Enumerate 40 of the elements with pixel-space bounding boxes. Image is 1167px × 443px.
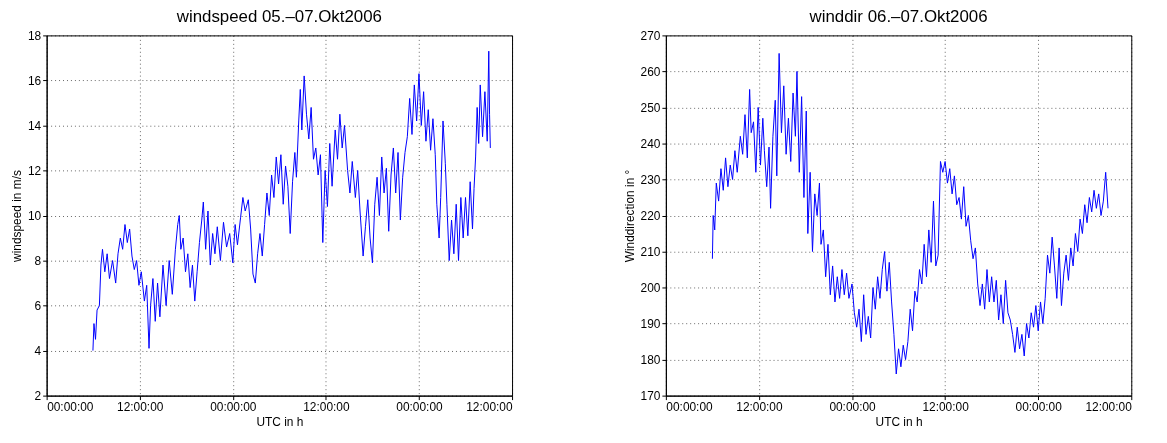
y-tick-label: 210 bbox=[640, 245, 661, 259]
y-tick-label: 250 bbox=[640, 100, 661, 115]
x-tick-label: 00:00:00 bbox=[210, 400, 257, 415]
line-series bbox=[92, 50, 491, 352]
x-axis-title: UTC in h bbox=[256, 414, 304, 429]
x-tick-label: 12:00:00 bbox=[1085, 400, 1133, 415]
x-tick-label: 00:00:00 bbox=[829, 400, 877, 415]
x-tick-label: 12:00:00 bbox=[117, 400, 164, 415]
y-tick-label: 180 bbox=[640, 353, 661, 368]
y-tick-label: 200 bbox=[640, 281, 661, 296]
y-tick-label: 230 bbox=[640, 172, 661, 187]
y-tick-label: 220 bbox=[640, 208, 661, 223]
y-axis-title: windspeed in m/s bbox=[9, 170, 24, 263]
y-tick-label: 12 bbox=[27, 163, 42, 178]
x-tick-label: 12:00:00 bbox=[466, 400, 513, 415]
y-tick-label: 2 bbox=[34, 389, 42, 404]
y-tick-label: 18 bbox=[27, 28, 42, 43]
x-tick-label: 00:00:00 bbox=[396, 400, 443, 415]
y-tick-label: 14 bbox=[27, 118, 42, 133]
y-tick-label: 260 bbox=[640, 64, 661, 79]
x-tick-label: 12:00:00 bbox=[303, 400, 350, 415]
x-axis-title: UTC in h bbox=[875, 414, 923, 429]
y-tick-label: 4 bbox=[34, 344, 42, 359]
y-tick-label: 190 bbox=[640, 317, 661, 332]
y-tick-label: 10 bbox=[27, 208, 42, 223]
y-tick-label: 6 bbox=[34, 299, 42, 314]
x-tick-label: 00:00:00 bbox=[1015, 400, 1063, 415]
y-tick-label: 170 bbox=[640, 389, 661, 404]
y-tick-label: 8 bbox=[34, 254, 42, 269]
chart-title: windspeed 05.–07.Okt2006 bbox=[175, 6, 382, 26]
line-series bbox=[711, 52, 1109, 375]
x-tick-label: 12:00:00 bbox=[922, 400, 970, 415]
y-axis-title: Winddirection in ° bbox=[622, 169, 637, 263]
x-tick-label: 00:00:00 bbox=[666, 400, 714, 415]
y-tick-label: 240 bbox=[640, 136, 661, 151]
x-tick-label: 00:00:00 bbox=[47, 400, 94, 415]
chart-title: winddir 06.–07.Okt2006 bbox=[808, 6, 988, 26]
y-tick-label: 16 bbox=[27, 73, 42, 88]
x-tick-label: 12:00:00 bbox=[736, 400, 783, 415]
y-tick-label: 270 bbox=[640, 28, 661, 43]
